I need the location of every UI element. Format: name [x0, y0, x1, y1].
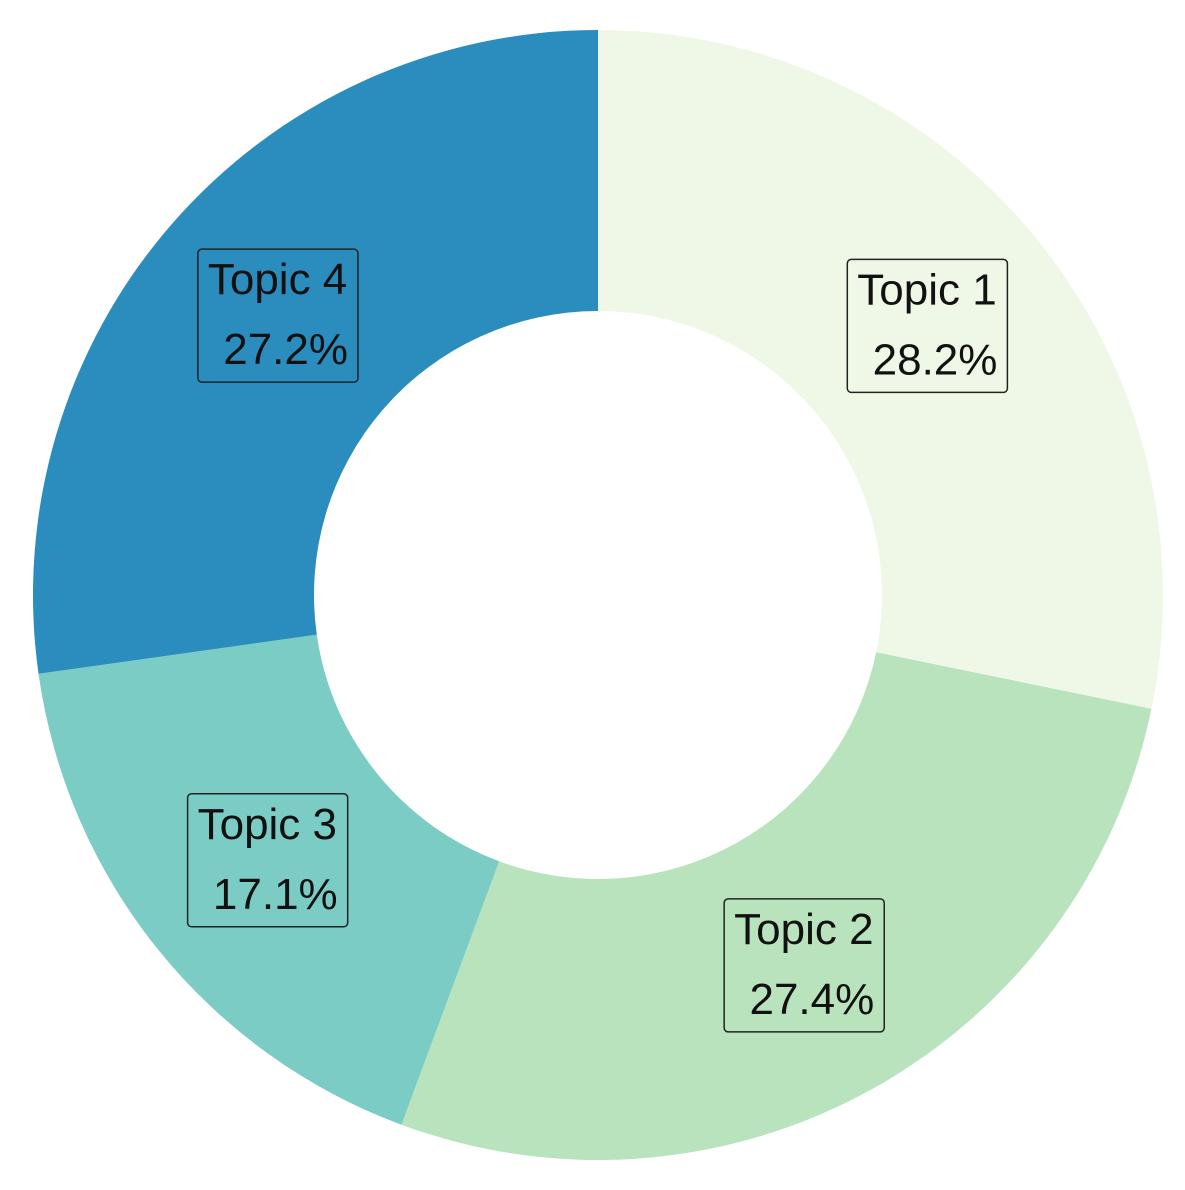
value-label: 27.2% — [223, 325, 348, 374]
category-label: Topic 4 — [208, 255, 347, 304]
donut-segment — [32, 30, 598, 674]
donut-segment — [38, 634, 500, 1125]
label-box — [197, 248, 359, 383]
category-label: Topic 1 — [857, 265, 996, 314]
value-label: 17.1% — [213, 870, 338, 919]
donut-segment — [598, 30, 1163, 709]
label-box — [723, 898, 885, 1033]
category-label: Topic 2 — [734, 905, 873, 954]
donut-segment — [401, 652, 1152, 1160]
label-box — [846, 258, 1009, 394]
value-label: 28.2% — [873, 335, 998, 384]
value-label: 27.4% — [749, 975, 874, 1024]
label-box — [186, 793, 349, 928]
category-label: Topic 3 — [198, 800, 337, 849]
